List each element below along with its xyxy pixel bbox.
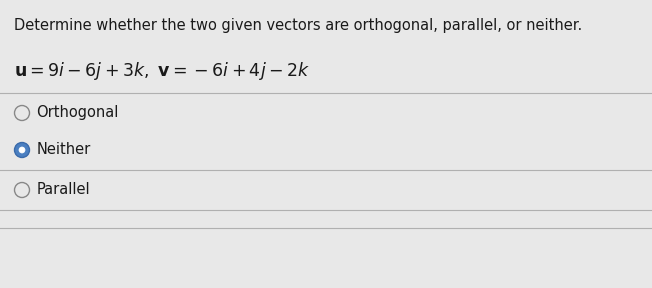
Text: Neither: Neither [37,143,91,158]
Text: Determine whether the two given vectors are orthogonal, parallel, or neither.: Determine whether the two given vectors … [14,18,582,33]
Circle shape [14,143,29,158]
Circle shape [14,183,29,198]
Text: Orthogonal: Orthogonal [37,105,119,120]
Text: Parallel: Parallel [37,183,90,198]
Circle shape [14,105,29,120]
Text: $\mathbf{u} = 9i - 6j + 3k,\ \mathbf{v} = -6i + 4j - 2k$: $\mathbf{u} = 9i - 6j + 3k,\ \mathbf{v} … [14,60,310,82]
Circle shape [19,147,25,153]
